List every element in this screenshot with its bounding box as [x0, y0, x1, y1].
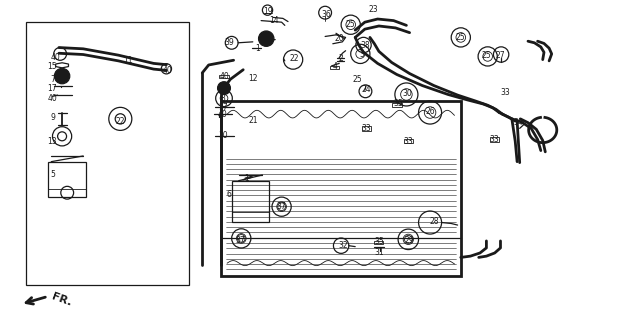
Text: 4: 4 [332, 62, 337, 71]
Text: 33: 33 [490, 135, 500, 144]
Text: 31: 31 [374, 248, 385, 256]
Text: 38: 38 [360, 41, 370, 49]
Text: FR.: FR. [50, 291, 72, 308]
Text: 35: 35 [374, 237, 385, 246]
Text: 17: 17 [47, 84, 58, 93]
Text: 33: 33 [500, 88, 511, 97]
Text: 17: 17 [218, 103, 228, 112]
Text: 13: 13 [47, 137, 58, 146]
Text: 26: 26 [426, 107, 436, 116]
Text: 22: 22 [290, 54, 299, 63]
Text: 40: 40 [219, 72, 229, 81]
Text: 37: 37 [276, 202, 287, 211]
Text: 39: 39 [224, 38, 234, 47]
Text: 15: 15 [47, 62, 58, 71]
Text: 16: 16 [218, 84, 228, 93]
Text: 28: 28 [429, 217, 438, 226]
Text: 40: 40 [218, 110, 228, 119]
Text: 12: 12 [248, 74, 257, 83]
Text: 34: 34 [513, 119, 524, 127]
Text: 32: 32 [339, 241, 349, 250]
Circle shape [54, 68, 70, 84]
Text: 40: 40 [163, 66, 173, 75]
Text: 25: 25 [352, 75, 362, 84]
Text: 25: 25 [346, 20, 356, 29]
Text: 37: 37 [235, 236, 245, 245]
Text: 27: 27 [495, 51, 506, 60]
Text: 35: 35 [393, 100, 403, 108]
Circle shape [259, 31, 274, 46]
Text: 25: 25 [481, 51, 492, 60]
Text: 23: 23 [368, 5, 378, 14]
Text: 8: 8 [220, 94, 225, 103]
Circle shape [218, 82, 230, 94]
Text: 29: 29 [404, 236, 415, 245]
Text: 11: 11 [124, 56, 132, 65]
Text: 36: 36 [321, 10, 332, 19]
Text: 6: 6 [227, 190, 232, 198]
Text: 22: 22 [116, 117, 125, 126]
Text: 21: 21 [248, 116, 257, 125]
Text: 19: 19 [262, 7, 273, 16]
Text: 7: 7 [50, 75, 55, 84]
Text: 18: 18 [260, 34, 269, 42]
Text: 40: 40 [47, 94, 58, 103]
Text: 33: 33 [361, 124, 371, 133]
Text: 3: 3 [359, 50, 364, 59]
Text: 9: 9 [50, 113, 55, 122]
Text: 5: 5 [50, 171, 55, 179]
Text: 33: 33 [403, 137, 413, 146]
Text: 1: 1 [244, 174, 249, 183]
Text: 1: 1 [255, 44, 260, 53]
Text: 30: 30 [403, 89, 413, 98]
Text: 40: 40 [51, 53, 61, 61]
Text: 20: 20 [334, 34, 344, 42]
Text: 14: 14 [269, 16, 279, 25]
Text: 24: 24 [361, 85, 371, 94]
Text: 10: 10 [218, 131, 228, 140]
Text: 25: 25 [456, 33, 466, 42]
Text: 2: 2 [338, 54, 343, 63]
